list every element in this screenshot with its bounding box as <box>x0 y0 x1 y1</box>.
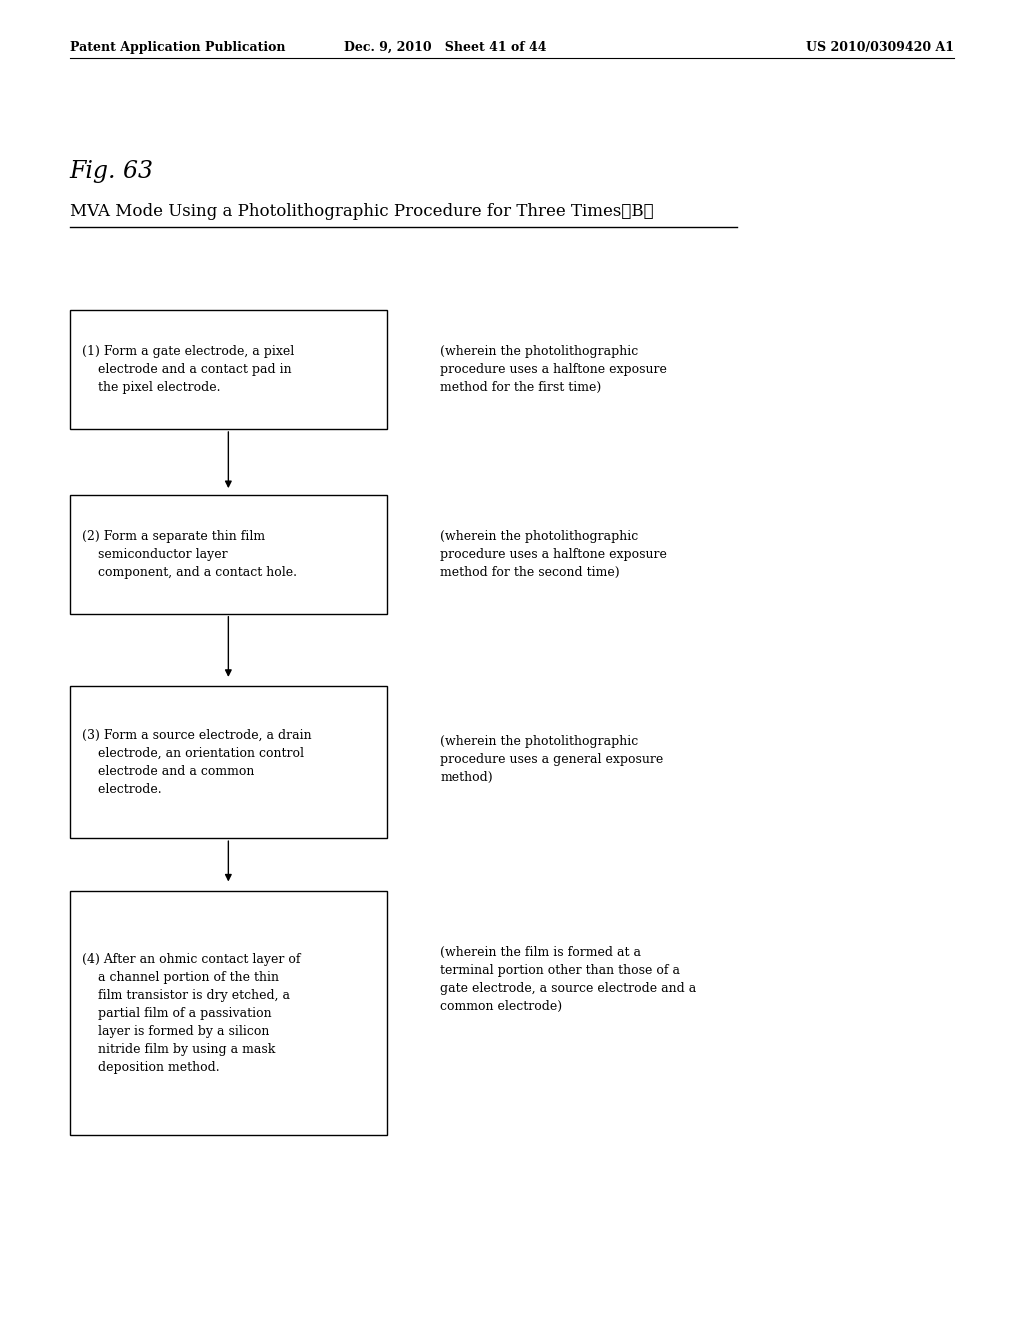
Text: (wherein the photolithographic
procedure uses a halftone exposure
method for the: (wherein the photolithographic procedure… <box>440 345 668 395</box>
FancyBboxPatch shape <box>70 686 387 838</box>
Text: Patent Application Publication: Patent Application Publication <box>70 41 285 54</box>
Text: (wherein the photolithographic
procedure uses a general exposure
method): (wherein the photolithographic procedure… <box>440 734 664 784</box>
Text: Dec. 9, 2010   Sheet 41 of 44: Dec. 9, 2010 Sheet 41 of 44 <box>344 41 547 54</box>
FancyBboxPatch shape <box>70 310 387 429</box>
Text: (wherein the film is formed at a
terminal portion other than those of a
gate ele: (wherein the film is formed at a termina… <box>440 946 696 1012</box>
Text: US 2010/0309420 A1: US 2010/0309420 A1 <box>806 41 954 54</box>
Text: (wherein the photolithographic
procedure uses a halftone exposure
method for the: (wherein the photolithographic procedure… <box>440 529 668 579</box>
Text: (4) After an ohmic contact layer of
    a channel portion of the thin
    film t: (4) After an ohmic contact layer of a ch… <box>82 953 300 1073</box>
Text: Fig. 63: Fig. 63 <box>70 160 154 183</box>
Text: (3) Form a source electrode, a drain
    electrode, an orientation control
    e: (3) Form a source electrode, a drain ele… <box>82 729 311 796</box>
Text: MVA Mode Using a Photolithographic Procedure for Three Times（B）: MVA Mode Using a Photolithographic Proce… <box>70 203 653 219</box>
Text: (2) Form a separate thin film
    semiconductor layer
    component, and a conta: (2) Form a separate thin film semiconduc… <box>82 529 297 579</box>
FancyBboxPatch shape <box>70 891 387 1135</box>
Text: (1) Form a gate electrode, a pixel
    electrode and a contact pad in
    the pi: (1) Form a gate electrode, a pixel elect… <box>82 345 294 395</box>
FancyBboxPatch shape <box>70 495 387 614</box>
